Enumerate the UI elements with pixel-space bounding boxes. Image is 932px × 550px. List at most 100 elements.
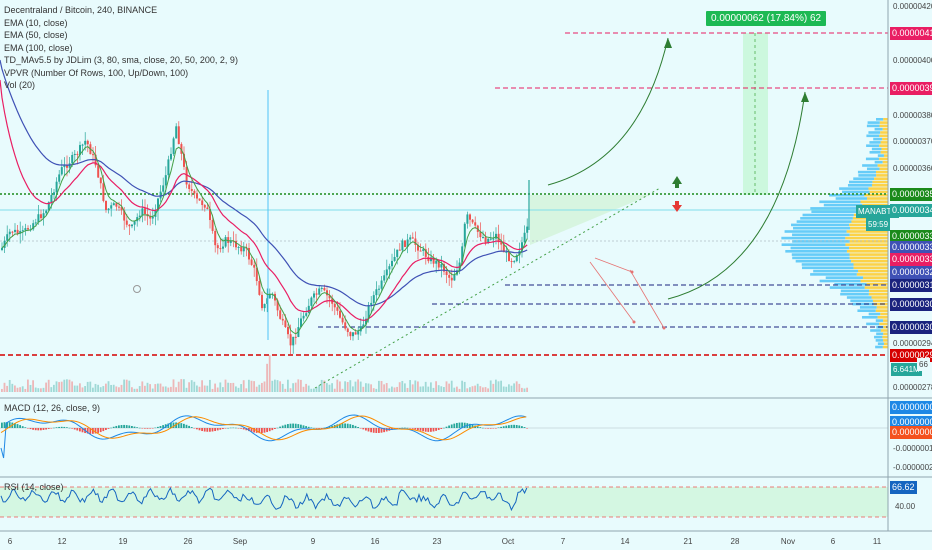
macd-histogram-bar xyxy=(42,428,45,430)
macd-histogram-bar xyxy=(34,428,37,431)
vpvr-bar xyxy=(866,144,880,147)
candle xyxy=(346,328,349,333)
volume-bar xyxy=(92,387,94,392)
legend-ema100[interactable]: EMA (100, close) xyxy=(4,42,73,53)
vpvr-bar xyxy=(876,332,884,336)
volume-bar xyxy=(177,381,180,392)
y-axis-tick: 0.00000370 xyxy=(893,137,932,146)
macd-histogram-bar xyxy=(346,423,349,428)
macd-histogram-bar xyxy=(58,426,60,428)
target-measure-label[interactable]: 0.00000062 (17.84%) 62 xyxy=(706,11,827,26)
candle xyxy=(211,220,214,231)
candle xyxy=(188,184,191,190)
macd-histogram-bar xyxy=(232,427,235,429)
drop-arrow xyxy=(629,269,665,329)
vpvr-bar xyxy=(800,217,853,220)
volume-bar xyxy=(201,380,203,392)
candle xyxy=(81,144,84,146)
candle xyxy=(63,164,66,168)
legend-ema50[interactable]: EMA (50, close) xyxy=(4,30,68,40)
volume-bar xyxy=(172,379,175,392)
macd-histogram-bar xyxy=(424,428,427,432)
volume-bar xyxy=(21,386,24,392)
volume-bar xyxy=(487,388,489,392)
legend-ema10[interactable]: EMA (10, close) xyxy=(4,17,68,28)
volume-bar xyxy=(414,380,417,392)
y-axis-tick: 0.00000420 xyxy=(893,2,932,11)
candle xyxy=(250,259,253,265)
volume-bar xyxy=(300,379,302,392)
x-axis-tick: 7 xyxy=(561,537,566,546)
ema100-line xyxy=(0,59,528,307)
volume-bar xyxy=(115,386,118,392)
macd-histogram-bar xyxy=(133,426,136,428)
vpvr-bar xyxy=(872,180,888,184)
vpvr-bar xyxy=(875,319,884,322)
y-axis-tick: 0.00000380 xyxy=(893,111,932,120)
legend-vol[interactable]: Vol (20) xyxy=(4,80,36,90)
drop-arrow xyxy=(589,261,635,323)
vpvr-bar xyxy=(829,286,865,289)
volume-bar xyxy=(29,384,32,392)
volume-bar xyxy=(107,381,110,392)
volume-bar xyxy=(424,381,427,392)
vpvr-bar xyxy=(877,316,888,319)
volume-bar xyxy=(508,384,510,392)
volume-bar xyxy=(227,382,229,392)
macd-histogram-bar xyxy=(521,426,523,428)
candle xyxy=(372,295,375,303)
volume-axis-tick: 66 xyxy=(917,358,930,371)
countdown-tag: 59:59 xyxy=(866,218,891,231)
volume-bar xyxy=(497,381,500,392)
volume-bar xyxy=(175,387,177,392)
volume-bar xyxy=(440,386,443,392)
volume-bar xyxy=(154,384,157,392)
volume-bar xyxy=(240,384,242,392)
candle xyxy=(253,264,256,268)
candle xyxy=(315,293,318,295)
macd-value-tag: 0.00000002 xyxy=(890,401,932,414)
macd-histogram-bar xyxy=(409,428,411,429)
volume-bar xyxy=(357,379,359,392)
x-axis-tick: 12 xyxy=(58,537,67,546)
volume-bar xyxy=(198,386,201,392)
macd-histogram-bar xyxy=(380,428,383,433)
volume-bar xyxy=(344,381,346,392)
volume-bar xyxy=(63,379,66,392)
rsi-label[interactable]: RSI (14, close) xyxy=(4,482,64,492)
volume-bar xyxy=(216,387,219,392)
candle xyxy=(336,307,339,311)
macd-histogram-bar xyxy=(310,427,313,428)
macd-histogram-bar xyxy=(427,428,430,432)
vpvr-bar xyxy=(849,256,888,260)
volume-bar xyxy=(297,379,300,392)
candle xyxy=(209,209,211,221)
volume-bar xyxy=(211,388,214,392)
volume-bar xyxy=(144,385,146,392)
rsi-value-tag: 66.62 xyxy=(890,481,917,494)
volume-bar xyxy=(224,379,227,392)
macd-histogram-bar xyxy=(471,424,474,428)
macd-histogram-bar xyxy=(37,428,40,431)
macd-histogram-bar xyxy=(318,428,320,429)
macd-label[interactable]: MACD (12, 26, close, 9) xyxy=(4,403,101,413)
legend-vpvr[interactable]: VPVR (Number Of Rows, 100, Up/Down, 100) xyxy=(4,67,189,78)
volume-bar xyxy=(235,386,237,392)
macd-histogram-bar xyxy=(492,428,495,429)
macd-histogram-bar xyxy=(510,424,513,428)
candle xyxy=(432,257,435,264)
macd-histogram-bar xyxy=(401,427,404,429)
macd-histogram-bar xyxy=(294,423,297,428)
candle xyxy=(354,332,357,335)
projection-curve-2[interactable] xyxy=(667,91,806,300)
macd-histogram-bar xyxy=(435,428,437,431)
candle xyxy=(268,293,271,299)
volume-bar xyxy=(167,387,170,392)
legend-td-ma[interactable]: TD_MAv5.5 by JDLim (3, 80, sma, close, 2… xyxy=(4,55,238,65)
trendline-support[interactable] xyxy=(314,187,661,389)
projection-curve-1[interactable] xyxy=(547,37,669,186)
price-label-tag: 0.00000300 xyxy=(890,321,932,334)
vpvr-bar xyxy=(867,121,880,124)
candle xyxy=(1,247,3,250)
